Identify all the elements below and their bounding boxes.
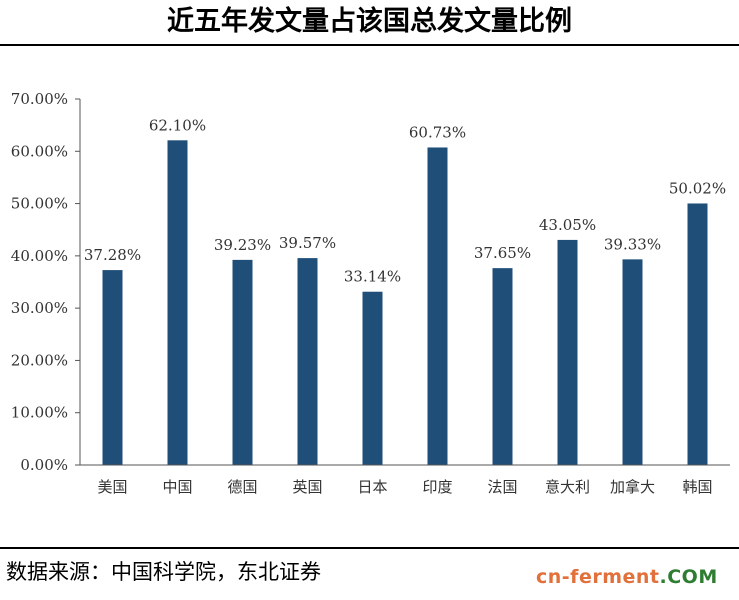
- bar-data-label: 39.23%: [214, 236, 271, 254]
- watermark-text: cn-ferment: [536, 566, 660, 588]
- y-tick-label: 50.00%: [11, 195, 68, 213]
- y-tick-label: 30.00%: [11, 299, 68, 317]
- bar-data-label: 50.02%: [669, 179, 726, 197]
- y-tick-label: 40.00%: [11, 247, 68, 265]
- x-tick-label: 加拿大: [610, 478, 655, 496]
- watermark-suffix: .COM: [659, 566, 718, 588]
- bar-data-label: 39.33%: [604, 235, 661, 253]
- bar: [492, 268, 513, 465]
- x-axis: 美国 中国 德国 英国 日本 印度 法国 意大利 加拿大 韩国: [80, 464, 730, 496]
- x-tick-label: 日本: [357, 478, 387, 496]
- y-tick-label: 60.00%: [11, 142, 68, 160]
- y-axis: 0.00% 10.00% 20.00% 30.00% 40.00% 50.00% 60.00…: [11, 90, 81, 474]
- bar-data-label: 43.05%: [539, 216, 596, 234]
- bar: [102, 270, 123, 465]
- x-tick-label: 英国: [292, 478, 322, 496]
- bar: [687, 203, 708, 465]
- bar-data-label: 39.57%: [279, 234, 336, 252]
- title-rule: [0, 44, 739, 46]
- x-tick-label: 法国: [487, 478, 517, 496]
- data-source-note: 数据来源：中国科学院，东北证券: [6, 560, 321, 584]
- data-labels: 37.28% 62.10% 39.23% 39.57% 33.14% 60.73% 37.6…: [84, 116, 726, 285]
- x-tick-label: 中国: [162, 478, 192, 496]
- y-tick-label: 20.00%: [11, 351, 68, 369]
- bar: [557, 239, 578, 465]
- bar: [622, 259, 643, 465]
- bar-data-label: 37.65%: [474, 244, 531, 262]
- y-tick-label: 0.00%: [20, 456, 68, 474]
- bar-data-label: 62.10%: [149, 116, 206, 134]
- bar: [362, 291, 383, 465]
- x-tick-label: 印度: [422, 478, 452, 496]
- watermark-logo: cn-ferment.COM: [536, 566, 718, 588]
- x-tick-label: 德国: [227, 478, 257, 496]
- bar: [297, 258, 318, 465]
- y-tick-label: 70.00%: [11, 90, 68, 108]
- x-tick-label: 意大利: [545, 478, 590, 496]
- chart-title: 近五年发文量占该国总发文量比例: [167, 6, 572, 37]
- y-tick-label: 10.00%: [11, 404, 68, 422]
- footer-rule: [0, 547, 739, 549]
- bar: [427, 147, 448, 465]
- bar: [232, 259, 253, 465]
- x-tick-label: 韩国: [682, 478, 712, 496]
- x-tick-label: 美国: [97, 478, 127, 496]
- bars: [102, 140, 708, 465]
- bar-data-label: 60.73%: [409, 123, 466, 141]
- bar: [167, 140, 188, 465]
- bar-chart: 0.00% 10.00% 20.00% 30.00% 40.00% 50.00% 60.00…: [11, 90, 730, 496]
- bar-data-label: 37.28%: [84, 246, 141, 264]
- bar-data-label: 33.14%: [344, 268, 401, 286]
